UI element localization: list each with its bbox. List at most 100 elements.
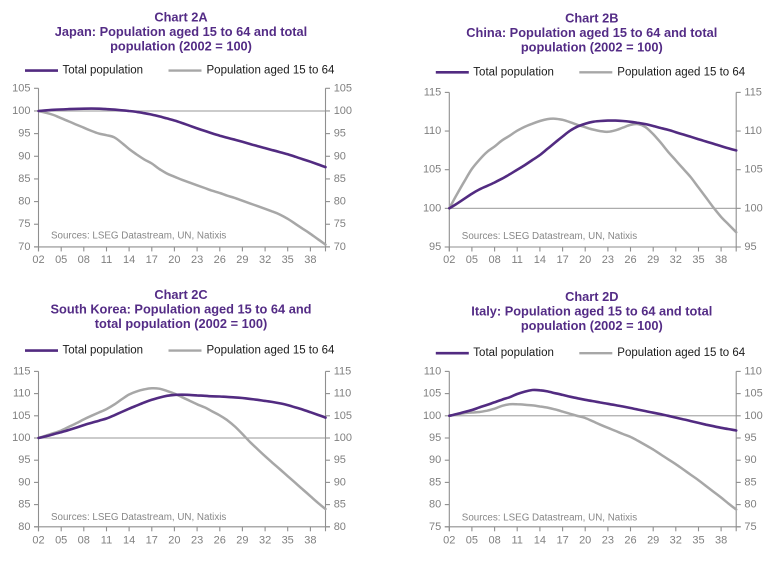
svg-text:Japan: Population aged 15 to 6: Japan: Population aged 15 to 64 and tota… bbox=[55, 24, 307, 39]
svg-text:Total population: Total population bbox=[63, 345, 144, 357]
svg-text:100: 100 bbox=[744, 410, 762, 422]
svg-text:85: 85 bbox=[334, 499, 346, 511]
svg-text:11: 11 bbox=[511, 535, 522, 547]
svg-text:85: 85 bbox=[744, 476, 756, 488]
svg-text:32: 32 bbox=[259, 535, 271, 547]
svg-text:02: 02 bbox=[32, 254, 44, 266]
svg-text:75: 75 bbox=[744, 521, 756, 533]
svg-text:05: 05 bbox=[55, 535, 67, 547]
svg-text:32: 32 bbox=[670, 535, 682, 547]
svg-text:17: 17 bbox=[146, 535, 158, 547]
svg-text:05: 05 bbox=[55, 254, 67, 266]
svg-text:35: 35 bbox=[282, 535, 294, 547]
svg-text:20: 20 bbox=[168, 254, 180, 266]
svg-text:China: Population aged 15 to 6: China: Population aged 15 to 64 and tota… bbox=[466, 25, 717, 40]
svg-text:110: 110 bbox=[13, 388, 31, 400]
svg-text:17: 17 bbox=[556, 535, 568, 547]
svg-text:115: 115 bbox=[334, 365, 352, 377]
svg-text:17: 17 bbox=[556, 254, 568, 266]
svg-text:80: 80 bbox=[18, 521, 30, 533]
svg-text:80: 80 bbox=[334, 196, 346, 208]
svg-text:95: 95 bbox=[744, 432, 756, 444]
svg-text:75: 75 bbox=[18, 218, 30, 230]
svg-text:100: 100 bbox=[334, 105, 352, 117]
svg-text:110: 110 bbox=[334, 388, 352, 400]
svg-text:Sources: LSEG Datastream, UN,: Sources: LSEG Datastream, UN, Natixis bbox=[462, 513, 637, 524]
svg-text:35: 35 bbox=[692, 535, 704, 547]
svg-text:80: 80 bbox=[334, 521, 346, 533]
svg-text:total population (2002 = 100): total population (2002 = 100) bbox=[95, 316, 267, 331]
svg-text:20: 20 bbox=[168, 535, 180, 547]
svg-text:29: 29 bbox=[236, 535, 248, 547]
svg-text:100: 100 bbox=[744, 202, 762, 214]
svg-text:population (2002 = 100): population (2002 = 100) bbox=[521, 40, 663, 55]
svg-text:100: 100 bbox=[423, 410, 441, 422]
svg-text:110: 110 bbox=[424, 125, 442, 137]
svg-text:02: 02 bbox=[443, 254, 455, 266]
svg-text:29: 29 bbox=[647, 535, 659, 547]
svg-text:29: 29 bbox=[647, 254, 659, 266]
svg-text:South Korea: Population aged 1: South Korea: Population aged 15 to 64 an… bbox=[51, 302, 312, 317]
svg-text:Population aged 15 to 64: Population aged 15 to 64 bbox=[617, 347, 745, 359]
svg-text:Sources: LSEG Datastream, UN,: Sources: LSEG Datastream, UN, Natixis bbox=[462, 231, 637, 242]
svg-text:105: 105 bbox=[12, 82, 30, 94]
svg-text:02: 02 bbox=[443, 535, 455, 547]
svg-text:100: 100 bbox=[423, 202, 441, 214]
svg-text:11: 11 bbox=[101, 254, 112, 266]
svg-text:Population aged 15 to 64: Population aged 15 to 64 bbox=[207, 65, 335, 77]
svg-text:23: 23 bbox=[191, 254, 203, 266]
svg-text:08: 08 bbox=[78, 254, 90, 266]
svg-text:38: 38 bbox=[304, 254, 316, 266]
svg-text:20: 20 bbox=[579, 254, 591, 266]
svg-text:110: 110 bbox=[744, 125, 762, 137]
svg-text:32: 32 bbox=[670, 254, 682, 266]
svg-text:08: 08 bbox=[488, 535, 500, 547]
svg-text:110: 110 bbox=[744, 365, 762, 377]
svg-text:Total population: Total population bbox=[473, 347, 554, 359]
svg-text:105: 105 bbox=[334, 82, 352, 94]
svg-text:Chart 2A: Chart 2A bbox=[154, 10, 207, 25]
svg-text:14: 14 bbox=[123, 254, 135, 266]
svg-text:Chart 2B: Chart 2B bbox=[565, 11, 618, 26]
svg-text:32: 32 bbox=[259, 254, 271, 266]
svg-text:population (2002 = 100): population (2002 = 100) bbox=[110, 39, 252, 54]
svg-text:20: 20 bbox=[579, 535, 591, 547]
svg-text:105: 105 bbox=[12, 410, 30, 422]
svg-text:100: 100 bbox=[334, 432, 352, 444]
svg-text:38: 38 bbox=[715, 535, 727, 547]
svg-text:75: 75 bbox=[334, 218, 346, 230]
svg-text:Population aged 15 to 64: Population aged 15 to 64 bbox=[617, 66, 745, 78]
svg-text:Sources: LSEG Datastream, UN,: Sources: LSEG Datastream, UN, Natixis bbox=[51, 512, 226, 523]
svg-text:26: 26 bbox=[624, 535, 636, 547]
svg-text:26: 26 bbox=[214, 254, 226, 266]
svg-text:02: 02 bbox=[32, 535, 44, 547]
svg-text:105: 105 bbox=[334, 410, 352, 422]
svg-text:Total population: Total population bbox=[473, 66, 554, 78]
svg-text:14: 14 bbox=[123, 535, 135, 547]
svg-text:95: 95 bbox=[334, 454, 346, 466]
svg-text:105: 105 bbox=[423, 164, 441, 176]
svg-text:115: 115 bbox=[13, 365, 31, 377]
svg-text:85: 85 bbox=[334, 173, 346, 185]
svg-text:38: 38 bbox=[304, 535, 316, 547]
svg-text:100: 100 bbox=[12, 105, 30, 117]
svg-text:05: 05 bbox=[466, 254, 478, 266]
svg-text:90: 90 bbox=[429, 454, 441, 466]
svg-text:70: 70 bbox=[18, 241, 30, 253]
svg-text:23: 23 bbox=[602, 254, 614, 266]
svg-text:105: 105 bbox=[744, 388, 762, 400]
svg-text:110: 110 bbox=[424, 365, 442, 377]
svg-text:70: 70 bbox=[334, 241, 346, 253]
svg-text:80: 80 bbox=[744, 499, 756, 511]
svg-text:90: 90 bbox=[334, 476, 346, 488]
svg-text:85: 85 bbox=[18, 173, 30, 185]
svg-text:11: 11 bbox=[511, 254, 522, 266]
svg-text:95: 95 bbox=[744, 241, 756, 253]
svg-text:26: 26 bbox=[214, 535, 226, 547]
svg-text:Sources: LSEG Datastream, UN,: Sources: LSEG Datastream, UN, Natixis bbox=[51, 231, 226, 242]
svg-text:95: 95 bbox=[18, 128, 30, 140]
svg-text:80: 80 bbox=[18, 196, 30, 208]
svg-text:14: 14 bbox=[534, 535, 546, 547]
svg-text:75: 75 bbox=[429, 521, 441, 533]
svg-text:115: 115 bbox=[744, 86, 762, 98]
